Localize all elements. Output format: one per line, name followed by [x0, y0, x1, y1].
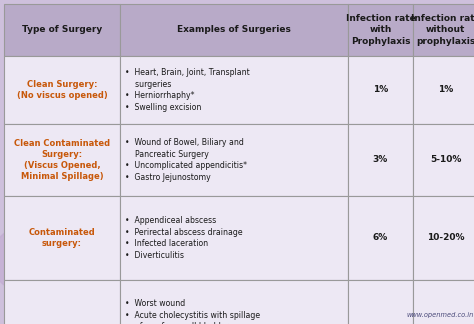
Text: www.openmed.co.in: www.openmed.co.in: [407, 312, 474, 318]
Bar: [4, 280, 120, 324]
Text: 3%: 3%: [373, 156, 388, 165]
Text: Infection rate
without
prophylaxis: Infection rate without prophylaxis: [410, 14, 474, 46]
Text: Clean Contaminated
Surgery:
(Viscus Opened,
Minimal Spillage): Clean Contaminated Surgery: (Viscus Open…: [14, 139, 110, 181]
Text: 1%: 1%: [438, 86, 453, 95]
Bar: [120, 196, 348, 280]
Circle shape: [0, 227, 56, 292]
Text: 1%: 1%: [373, 86, 388, 95]
Text: 5-10%: 5-10%: [430, 156, 461, 165]
Circle shape: [359, 262, 418, 321]
Bar: [4, 56, 120, 124]
Bar: [348, 196, 413, 280]
Bar: [120, 56, 348, 124]
Bar: [348, 124, 413, 196]
Text: Infection rate
with
Prophylaxis: Infection rate with Prophylaxis: [346, 14, 415, 46]
Text: 10-20%: 10-20%: [427, 234, 464, 242]
Text: Contaminated
surgery:: Contaminated surgery:: [28, 228, 95, 248]
Bar: [413, 56, 474, 124]
Text: •  Heart, Brain, Joint, Transplant
    surgeries
•  Herniorrhaphy*
•  Swelling e: • Heart, Brain, Joint, Transplant surger…: [125, 68, 250, 112]
Bar: [348, 4, 413, 56]
Bar: [413, 124, 474, 196]
Text: Type of Surgery: Type of Surgery: [22, 26, 102, 34]
Bar: [348, 56, 413, 124]
Bar: [413, 196, 474, 280]
Bar: [413, 4, 474, 56]
Bar: [348, 280, 413, 324]
Text: Clean Surgery:
(No viscus opened): Clean Surgery: (No viscus opened): [17, 80, 108, 100]
Bar: [4, 4, 120, 56]
Bar: [120, 280, 348, 324]
Bar: [413, 280, 474, 324]
Bar: [4, 196, 120, 280]
Text: •  Appendiceal abscess
•  Perirectal abscess drainage
•  Infected laceration
•  : • Appendiceal abscess • Perirectal absce…: [125, 216, 243, 260]
Text: 6%: 6%: [373, 234, 388, 242]
Bar: [4, 124, 120, 196]
Circle shape: [336, 240, 375, 279]
Circle shape: [53, 279, 99, 324]
Text: Examples of Surgeries: Examples of Surgeries: [177, 26, 291, 34]
Bar: [120, 4, 348, 56]
Text: •  Worst wound
•  Acute cholecystitis with spillage
    of pus from gall bladder: • Worst wound • Acute cholecystitis with…: [125, 299, 260, 324]
Bar: [120, 124, 348, 196]
Circle shape: [285, 275, 331, 321]
Text: •  Wound of Bowel, Biliary and
    Pancreatic Surgery
•  Uncomplicated appendici: • Wound of Bowel, Biliary and Pancreatic…: [125, 138, 247, 182]
